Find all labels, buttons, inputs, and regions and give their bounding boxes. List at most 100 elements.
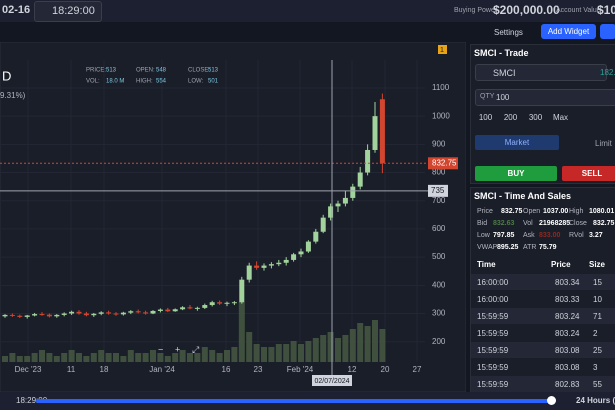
crosshair-tag (428, 184, 448, 197)
volume-bar (2, 356, 8, 362)
cell: 802.83 (555, 380, 580, 389)
volume-bar (16, 356, 23, 362)
zoom-control[interactable]: + (175, 344, 180, 354)
candle-body (69, 311, 75, 314)
candle-body (165, 309, 171, 312)
slider[interactable] (36, 399, 556, 403)
y-tick-label: 1000 (432, 111, 450, 120)
add-widget[interactable]: Add Widget (541, 24, 596, 39)
stat-value: 832.63 (493, 220, 515, 227)
stat-label: Close (569, 220, 587, 227)
search[interactable] (475, 64, 607, 81)
clock-box[interactable] (34, 1, 102, 22)
volume-bar (253, 344, 260, 362)
volume-bar (379, 329, 386, 362)
zoom-control[interactable]: ⤢ (191, 344, 199, 354)
cell: 71 (593, 312, 602, 321)
change: 9.31%) (0, 91, 26, 100)
volume-bar (372, 320, 378, 362)
column-header: Size (589, 260, 606, 269)
zoom-control[interactable]: − (158, 344, 163, 354)
symbol: D (2, 68, 11, 83)
volume-bar (76, 353, 82, 362)
volume-bar (246, 332, 253, 362)
volume-bar (172, 353, 179, 362)
preset[interactable]: 200 (503, 113, 518, 122)
stat-label: Price (477, 208, 493, 215)
x-tick-label: Dec '23 (15, 365, 42, 374)
sell[interactable]: SELL (562, 166, 615, 181)
volume-bar (312, 338, 319, 362)
top-bar (0, 0, 615, 22)
row-bg (471, 274, 615, 290)
volume-bar (194, 353, 201, 362)
volume-bar (105, 353, 112, 362)
x-tick-label: 23 (254, 365, 263, 374)
volume-bar (238, 302, 245, 362)
candle-body (91, 313, 97, 316)
volume-bar (357, 323, 364, 362)
chart-panel: 200 300 400 500 600 700 800 900 1000 1100 Dec '23 1… (0, 42, 466, 392)
slider-handle[interactable] (547, 396, 556, 405)
order-type[interactable]: Limit (595, 139, 612, 148)
cell: 15:59:59 (477, 312, 509, 321)
volume-bar (135, 353, 142, 362)
candle-body (120, 312, 126, 315)
candle-body (98, 312, 104, 314)
preset[interactable]: 100 (478, 113, 493, 122)
volume-bar (31, 353, 38, 362)
badge-label: 1 (440, 47, 444, 54)
buy[interactable]: BUY (475, 166, 557, 181)
stat-label: Open (523, 208, 541, 215)
candle-body (2, 314, 8, 317)
qty-input[interactable] (475, 89, 615, 106)
x-tick-label: Jan '24 (149, 365, 175, 374)
column-header: Time (477, 260, 496, 269)
volume-bar (335, 338, 341, 362)
date: 02-16 (2, 4, 31, 16)
candle-body (231, 302, 237, 304)
candle-body (217, 302, 223, 304)
preset[interactable]: 300 (528, 113, 543, 122)
price-tag (428, 157, 458, 170)
y-tick-label: 700 (432, 196, 446, 205)
crosshair-date: 02/07/2024 (314, 378, 349, 385)
volume-bar (298, 344, 304, 362)
row-bg (471, 308, 615, 324)
volume-bar (231, 347, 238, 362)
candle-body (157, 309, 163, 311)
y-tick-label: 400 (432, 280, 446, 289)
candle-body (342, 197, 348, 204)
candle-body (46, 314, 52, 317)
candle-body (143, 312, 149, 314)
settings[interactable]: Settings (494, 28, 523, 37)
qty-label: QTY (480, 93, 495, 100)
stat-value: 797.85 (493, 232, 515, 239)
candle-body (61, 313, 67, 315)
button[interactable] (600, 24, 615, 39)
stat-label: Ask (523, 232, 535, 239)
candle-body (32, 314, 38, 316)
candle-body (365, 149, 371, 173)
candle-body (180, 307, 186, 310)
candle-body (39, 314, 45, 316)
candle-body (335, 203, 341, 207)
order-type[interactable]: Market (475, 135, 559, 150)
preset[interactable]: Max (552, 113, 569, 122)
cell: 803.34 (555, 278, 580, 287)
candle-body (128, 311, 134, 313)
candle-body (83, 313, 89, 316)
y-tick-label: 200 (432, 337, 446, 346)
stat-value: 21968285 (539, 220, 571, 227)
x-tick-label: Feb '24 (287, 365, 314, 374)
cell: 16:00:00 (477, 295, 509, 304)
volume-bar (187, 353, 193, 362)
stat-label: Low (477, 232, 490, 239)
volume-bar (224, 350, 230, 362)
cell: 803.24 (555, 329, 580, 338)
label: Buying Power (454, 7, 498, 14)
row-bg (471, 359, 615, 375)
candle-body (350, 186, 356, 198)
cell: 803.24 (555, 312, 580, 321)
